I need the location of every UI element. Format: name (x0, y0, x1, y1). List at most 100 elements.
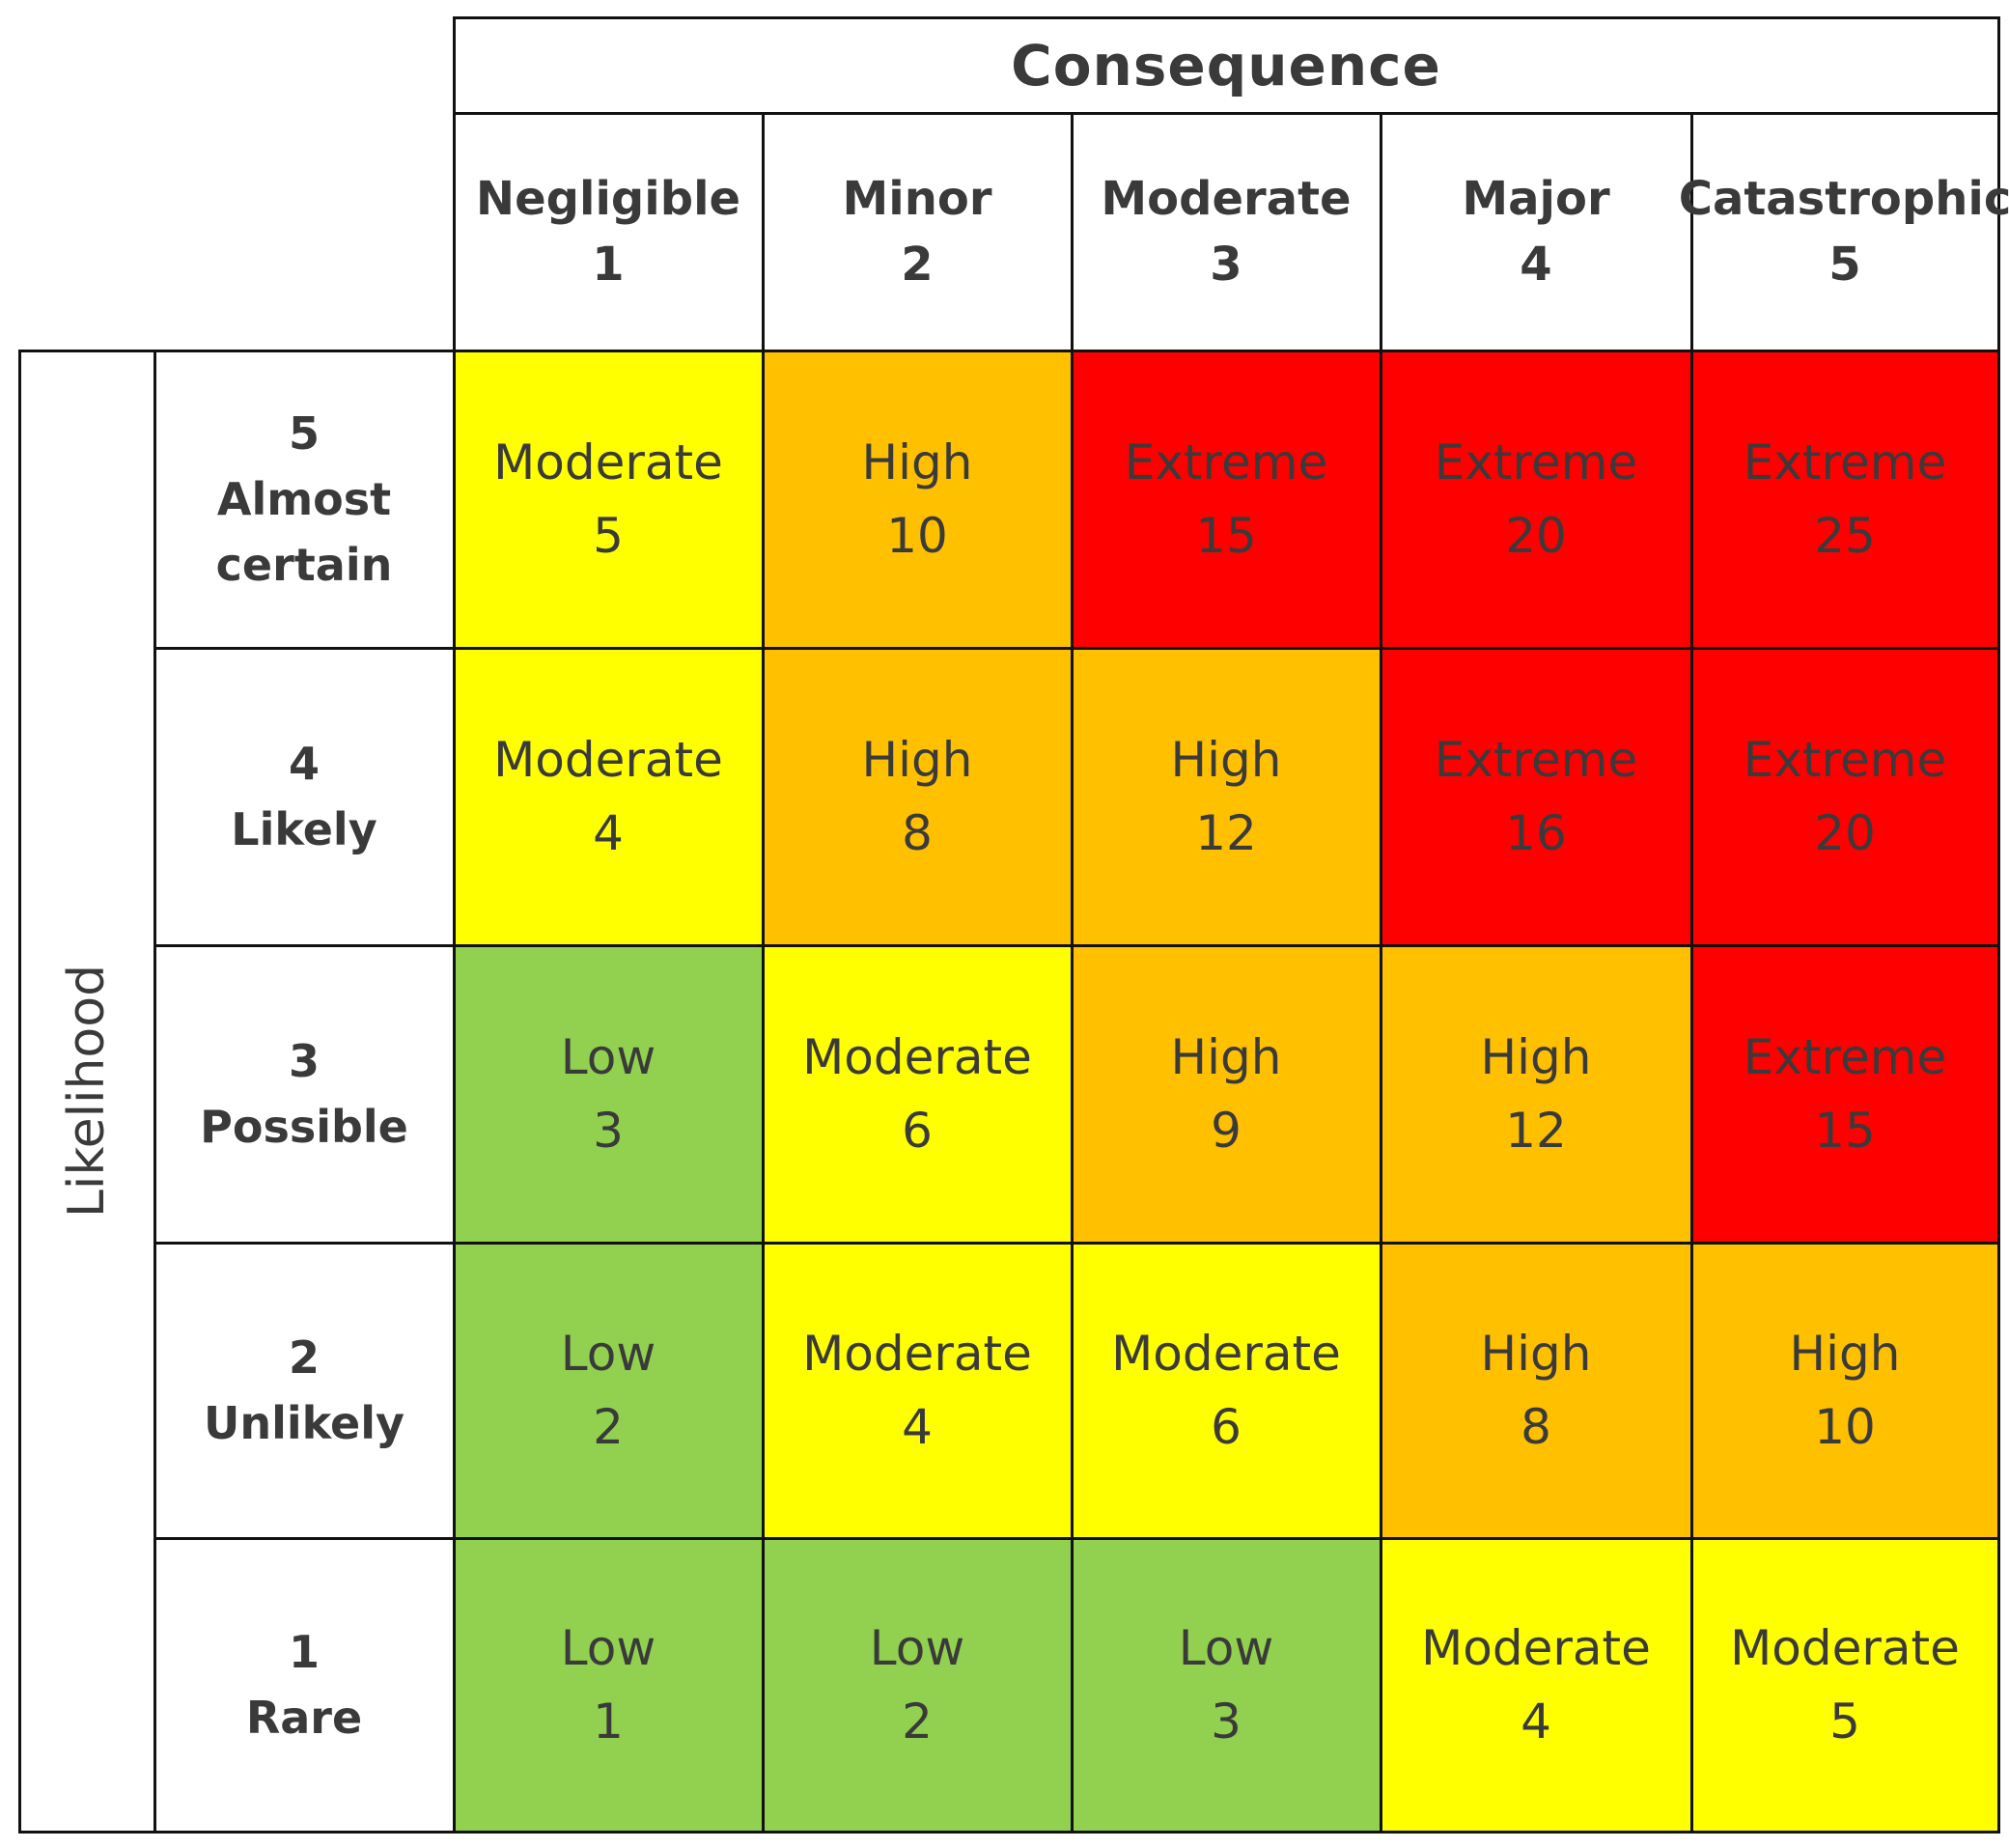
risk-level-label: Low (869, 1620, 965, 1676)
risk-score-label: 12 (1505, 1103, 1567, 1159)
risk-cell: Moderate 5 (1689, 1536, 2000, 1834)
risk-cell: High 9 (1070, 943, 1382, 1245)
risk-score-label: 8 (902, 805, 933, 861)
consequence-label: Consequence (1011, 32, 1441, 98)
likelihood-name: Almost (216, 473, 392, 525)
risk-score-label: 4 (902, 1399, 933, 1455)
consequence-name: Moderate (1101, 172, 1352, 226)
risk-score-label: 2 (593, 1399, 624, 1455)
consequence-name: Negligible (475, 172, 741, 226)
risk-score-label: 5 (1829, 1694, 1860, 1750)
risk-score-label: 2 (902, 1694, 933, 1750)
risk-score-label: 12 (1195, 805, 1257, 861)
risk-level-label: Moderate (1111, 1326, 1341, 1382)
consequence-score: 2 (901, 238, 934, 292)
risk-score-label: 6 (1211, 1399, 1242, 1455)
risk-cell: Extreme 15 (1070, 349, 1382, 650)
risk-score-label: 1 (593, 1694, 624, 1750)
risk-score-label: 20 (1505, 508, 1567, 564)
risk-score-label: 10 (886, 508, 948, 564)
risk-level-label: Extreme (1124, 434, 1328, 490)
risk-score-label: 3 (1211, 1694, 1242, 1750)
risk-score-label: 15 (1814, 1103, 1876, 1159)
risk-level-label: High (1789, 1326, 1901, 1382)
risk-level-label: High (1480, 1326, 1592, 1382)
risk-level-label: Moderate (493, 434, 723, 490)
risk-cell: Extreme 16 (1379, 646, 1693, 947)
risk-level-label: Moderate (802, 1029, 1032, 1085)
risk-level-label: Low (560, 1029, 656, 1085)
likelihood-score: 4 (288, 738, 320, 790)
risk-level-label: Extreme (1743, 434, 1947, 490)
risk-score-label: 10 (1814, 1399, 1876, 1455)
likelihood-label: Likelihood (58, 964, 117, 1218)
risk-level-label: High (1480, 1029, 1592, 1085)
likelihood-name: Likely (231, 803, 377, 855)
risk-cell: Extreme 25 (1689, 349, 2000, 650)
risk-cell: High 12 (1070, 646, 1382, 947)
risk-score-label: 5 (593, 508, 624, 564)
risk-cell: Low 3 (452, 943, 765, 1245)
risk-level-label: High (1170, 1029, 1282, 1085)
risk-level-label: Moderate (802, 1326, 1032, 1382)
risk-score-label: 25 (1814, 508, 1876, 564)
consequence-column-header: Minor 2 (761, 111, 1074, 352)
likelihood-name: certain (215, 539, 393, 591)
consequence-header: Consequence (452, 15, 2000, 115)
risk-score-label: 4 (593, 805, 624, 861)
risk-level-label: Low (1178, 1620, 1274, 1676)
risk-cell: Low 2 (452, 1241, 765, 1540)
risk-cell: High 12 (1379, 943, 1693, 1245)
risk-level-label: Moderate (1421, 1620, 1651, 1676)
risk-level-label: Low (560, 1326, 656, 1382)
likelihood-score: 3 (288, 1035, 320, 1087)
risk-level-label: Extreme (1434, 732, 1638, 788)
likelihood-name: Unlikely (204, 1397, 405, 1449)
consequence-score: 1 (592, 238, 625, 292)
risk-cell: Moderate 4 (761, 1241, 1074, 1540)
risk-level-label: High (1170, 732, 1282, 788)
risk-level-label: Moderate (1730, 1620, 1960, 1676)
risk-cell: Low 3 (1070, 1536, 1382, 1834)
risk-cell: Low 2 (761, 1536, 1074, 1834)
risk-score-label: 3 (593, 1103, 624, 1159)
risk-level-label: High (861, 732, 973, 788)
consequence-score: 3 (1210, 238, 1242, 292)
risk-cell: High 10 (761, 349, 1074, 650)
likelihood-score: 5 (288, 407, 320, 460)
consequence-name: Minor (842, 172, 992, 226)
risk-cell: Extreme 15 (1689, 943, 2000, 1245)
risk-cell: Moderate 4 (1379, 1536, 1693, 1834)
consequence-score: 5 (1828, 238, 1861, 292)
consequence-column-header: Negligible 1 (452, 111, 765, 352)
risk-score-label: 20 (1814, 805, 1876, 861)
risk-score-label: 6 (902, 1103, 933, 1159)
likelihood-score: 1 (288, 1626, 320, 1678)
risk-cell: Moderate 6 (761, 943, 1074, 1245)
consequence-score: 4 (1520, 238, 1552, 292)
risk-score-label: 4 (1521, 1694, 1551, 1750)
risk-cell: High 10 (1689, 1241, 2000, 1540)
likelihood-score: 2 (288, 1331, 320, 1384)
risk-cell: High 8 (761, 646, 1074, 947)
risk-level-label: High (861, 434, 973, 490)
risk-cell: Extreme 20 (1689, 646, 2000, 947)
risk-level-label: Low (560, 1620, 656, 1676)
risk-level-label: Moderate (493, 732, 723, 788)
likelihood-row-header: 2 Unlikely (153, 1241, 456, 1540)
likelihood-row-header: 5 Almost certain (153, 349, 456, 650)
likelihood-name: Rare (245, 1692, 363, 1744)
risk-score-label: 15 (1195, 508, 1257, 564)
likelihood-row-header: 4 Likely (153, 646, 456, 947)
risk-cell: Moderate 5 (452, 349, 765, 650)
risk-cell: High 8 (1379, 1241, 1693, 1540)
consequence-column-header: Major 4 (1379, 111, 1693, 352)
consequence-name: Catastrophic (1678, 172, 2009, 226)
risk-score-label: 16 (1505, 805, 1567, 861)
risk-score-label: 8 (1521, 1399, 1551, 1455)
risk-cell: Extreme 20 (1379, 349, 1693, 650)
consequence-column-header: Catastrophic 5 (1679, 111, 2009, 352)
likelihood-row-header: 1 Rare (153, 1536, 456, 1834)
likelihood-header: Likelihood (17, 349, 156, 1834)
risk-level-label: Extreme (1743, 732, 1947, 788)
